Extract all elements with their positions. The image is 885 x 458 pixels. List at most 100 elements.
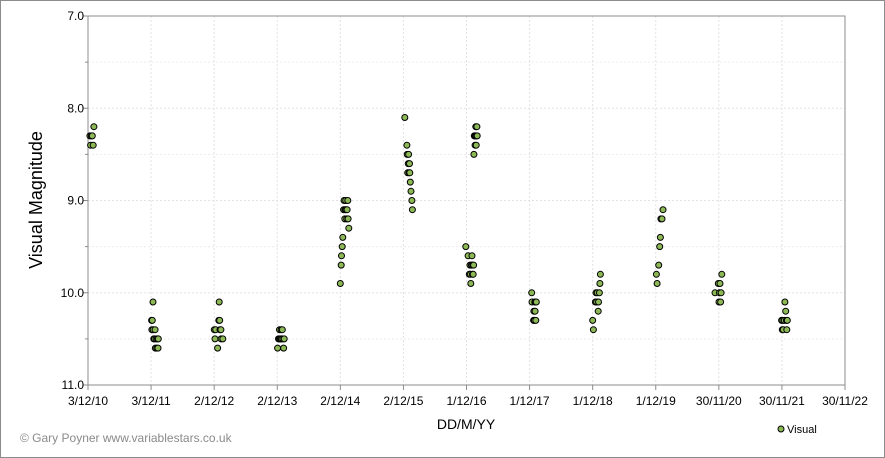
x-tick-label: 30/11/22 xyxy=(822,394,868,408)
data-point xyxy=(90,123,98,131)
data-point xyxy=(280,335,288,343)
data-point xyxy=(532,298,540,306)
data-point xyxy=(336,280,344,287)
data-point xyxy=(148,316,156,324)
data-point xyxy=(717,298,725,306)
data-point xyxy=(217,326,225,334)
data-point xyxy=(656,233,664,241)
points-layer xyxy=(86,114,791,352)
x-tick-label: 2/12/13 xyxy=(257,394,297,408)
x-tick-label: 30/11/20 xyxy=(696,394,742,408)
x-tick-label: 30/11/21 xyxy=(759,394,805,408)
data-point xyxy=(528,289,536,297)
data-point xyxy=(401,114,409,121)
x-tick-label: 2/12/14 xyxy=(320,394,360,408)
y-tick-label: 7.0 xyxy=(67,9,84,23)
data-point xyxy=(344,215,352,223)
data-point xyxy=(716,280,724,287)
data-point xyxy=(219,335,227,343)
data-point xyxy=(718,270,726,278)
data-point xyxy=(655,261,663,269)
x-tick-label: 1/12/16 xyxy=(446,394,486,408)
credit-text: © Gary Poyner www.variablestars.co.uk xyxy=(20,431,233,445)
data-point xyxy=(338,252,345,260)
data-point xyxy=(472,141,480,149)
data-point xyxy=(214,344,222,352)
data-point xyxy=(532,316,540,324)
data-point xyxy=(594,307,602,315)
data-point xyxy=(88,132,96,140)
data-point xyxy=(151,326,159,334)
data-point xyxy=(781,298,789,306)
data-point xyxy=(339,233,347,241)
legend-marker xyxy=(777,425,785,433)
data-point xyxy=(338,243,346,251)
data-point xyxy=(470,150,478,158)
data-point xyxy=(596,270,604,278)
legend-label: Visual xyxy=(787,424,817,436)
data-point xyxy=(653,280,661,287)
data-point xyxy=(783,316,791,324)
data-point xyxy=(659,206,667,214)
data-point xyxy=(337,261,345,269)
data-point xyxy=(589,326,597,334)
data-point xyxy=(407,187,415,195)
data-point xyxy=(717,289,725,297)
data-point xyxy=(274,344,282,352)
data-point xyxy=(408,197,416,204)
x-tick-label: 1/12/19 xyxy=(636,394,676,408)
data-point xyxy=(467,280,475,287)
data-point xyxy=(278,326,286,334)
data-point xyxy=(783,326,791,334)
data-point xyxy=(656,243,664,251)
data-point xyxy=(154,335,162,343)
x-tick-label: 3/12/10 xyxy=(68,394,108,408)
data-point xyxy=(211,335,219,343)
data-point xyxy=(658,215,666,223)
y-tick-label: 11.0 xyxy=(62,378,85,392)
data-point xyxy=(473,132,481,140)
x-tick-label: 1/12/17 xyxy=(510,394,550,408)
data-point xyxy=(344,197,352,204)
data-point xyxy=(149,298,157,306)
data-point xyxy=(652,270,660,278)
data-point xyxy=(345,224,353,232)
data-point xyxy=(473,123,481,131)
data-point xyxy=(468,252,476,260)
x-axis-title: DD/M/YY xyxy=(437,416,496,432)
x-tick-label: 2/12/15 xyxy=(383,394,423,408)
data-point xyxy=(782,307,790,315)
data-point xyxy=(470,261,478,269)
y-axis-title: Visual Magnitude xyxy=(26,131,46,269)
legend: Visual xyxy=(777,424,817,436)
y-tick-label: 10.0 xyxy=(61,286,85,300)
data-point xyxy=(403,141,411,149)
grid-layer xyxy=(88,15,845,386)
data-point xyxy=(343,206,351,214)
data-point xyxy=(408,206,416,214)
data-point xyxy=(406,169,414,177)
data-point xyxy=(280,344,288,352)
data-point xyxy=(596,280,604,287)
x-tick-label: 2/12/12 xyxy=(194,394,234,408)
y-tick-label: 9.0 xyxy=(67,194,84,208)
data-point xyxy=(469,270,477,278)
y-tick-label: 8.0 xyxy=(67,101,84,115)
data-point xyxy=(215,298,223,306)
data-point xyxy=(405,150,413,158)
data-point xyxy=(406,160,413,168)
data-point xyxy=(595,298,602,306)
data-point xyxy=(89,141,97,149)
x-tick-label: 3/12/11 xyxy=(132,394,171,408)
data-point xyxy=(462,243,470,251)
x-tick-label: 1/12/18 xyxy=(573,394,613,408)
data-point xyxy=(154,344,162,352)
data-point xyxy=(589,316,597,324)
data-point xyxy=(216,316,224,324)
data-point xyxy=(531,307,539,315)
data-point xyxy=(595,289,603,297)
data-point xyxy=(406,178,414,186)
axis-layer: 7.0 8.0 9.0 10.0 11.0 3/12/10 3/12/11 2/12/12 2/… xyxy=(61,9,869,408)
